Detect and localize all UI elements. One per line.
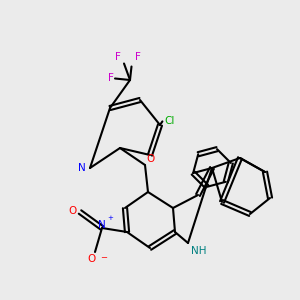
Text: O: O — [69, 206, 77, 215]
Text: +: + — [107, 214, 113, 220]
Text: F: F — [108, 74, 113, 83]
Text: F: F — [134, 52, 140, 62]
Text: −: − — [100, 254, 107, 262]
Text: N: N — [78, 163, 86, 173]
Text: F: F — [115, 52, 121, 62]
Text: NH: NH — [191, 246, 206, 256]
Text: Cl: Cl — [164, 116, 175, 125]
Text: O: O — [88, 254, 96, 263]
Text: N: N — [98, 220, 106, 230]
Text: O: O — [146, 154, 155, 164]
